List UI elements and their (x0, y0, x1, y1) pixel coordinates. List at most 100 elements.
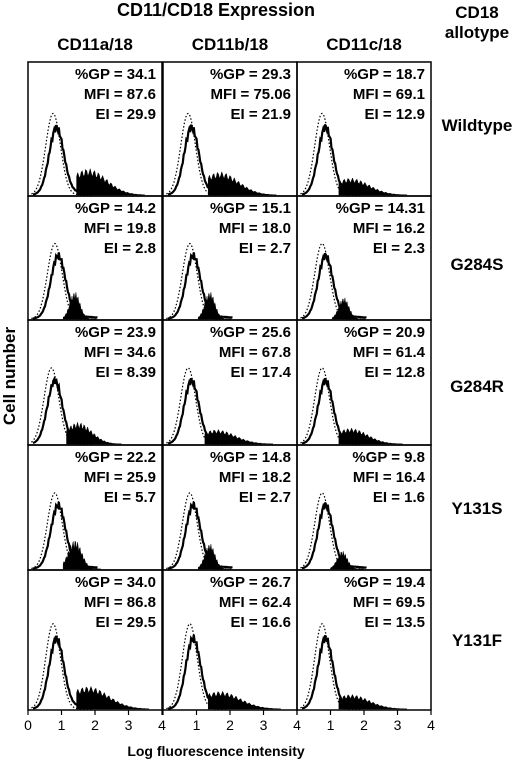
mfi-label-g284s-cd11c: MFI = 16.2 (353, 220, 425, 237)
x-tick-label-cd11a-4: 4 (158, 717, 166, 733)
gp-label-y131s-cd11c: %GP = 9.8 (352, 449, 425, 466)
control-histogram-g284s-cd11a (31, 242, 92, 320)
ei-label-g284r-cd11b: EI = 17.4 (231, 364, 292, 381)
gp-label-g284r-cd11b: %GP = 25.6 (210, 324, 291, 341)
positive-histogram-wildtype-cd11c (338, 177, 408, 196)
allotype-header-line1: CD18 (455, 3, 499, 22)
panel-y131s-cd11a: %GP = 22.2 MFI = 25.9 EI = 5.7 (27, 444, 163, 571)
ei-label-y131f-cd11a: EI = 29.5 (96, 614, 156, 631)
ei-label-wildtype-cd11c: EI = 12.9 (365, 106, 425, 123)
gp-label-g284r-cd11c: %GP = 20.9 (344, 324, 425, 341)
stained-histogram-g284s-cd11a (32, 252, 98, 320)
stained-histogram-y131f-cd11a (32, 635, 98, 710)
ei-label-g284r-cd11c: EI = 12.8 (365, 364, 425, 381)
ei-label-wildtype-cd11a: EI = 29.9 (96, 106, 156, 123)
x-tick-label-cd11c-2: 2 (360, 717, 368, 733)
panel-y131f-cd11b: %GP = 26.7 MFI = 62.4 EI = 16.6 (162, 569, 298, 711)
gp-label-y131s-cd11b: %GP = 14.8 (210, 449, 291, 466)
ei-label-g284s-cd11b: EI = 2.7 (239, 240, 291, 257)
panel-wildtype-cd11a: %GP = 34.1 MFI = 87.6 EI = 29.9 (27, 61, 163, 197)
allotype-header-line2: allotype (444, 23, 510, 42)
stained-histogram-g284s-cd11c (301, 252, 367, 320)
control-histogram-y131s-cd11a (31, 492, 92, 570)
mfi-label-g284r-cd11a: MFI = 34.6 (84, 344, 156, 361)
control-histogram-y131s-cd11b (166, 492, 227, 570)
control-histogram-y131f-cd11c (300, 622, 361, 710)
panel-y131s-cd11b: %GP = 14.8 MFI = 18.2 EI = 2.7 (162, 444, 298, 571)
mfi-label-g284r-cd11c: MFI = 61.4 (353, 344, 426, 361)
stained-histogram-y131f-cd11c (301, 635, 367, 710)
row-label-g284s: G284S (450, 255, 504, 274)
row-label-y131f: Y131F (451, 631, 503, 650)
x-tick-label-cd11b-1: 1 (193, 717, 201, 733)
control-histogram-wildtype-cd11c (300, 112, 361, 196)
panel-y131f-cd11a: %GP = 34.0 MFI = 86.8 EI = 29.5 (27, 569, 163, 711)
panel-g284r-cd11a: %GP = 23.9 MFI = 34.6 EI = 8.39 (27, 319, 163, 446)
ei-label-y131f-cd11c: EI = 13.5 (365, 614, 425, 631)
column-header-cd11b: CD11b/18 (191, 35, 269, 54)
x-axis-label: Log fluorescence intensity (127, 743, 305, 759)
mfi-label-y131s-cd11b: MFI = 18.2 (219, 469, 291, 486)
row-label-y131s: Y131S (451, 499, 503, 518)
column-header-cd11c: CD11c/18 (326, 35, 402, 54)
control-histogram-y131s-cd11c (300, 492, 361, 570)
column-header-cd11a: CD11a/18 (57, 35, 133, 54)
stained-histogram-y131f-cd11b (167, 634, 233, 710)
ei-label-y131f-cd11b: EI = 16.6 (231, 614, 291, 631)
stained-histogram-y131s-cd11a (32, 501, 98, 570)
ei-label-y131s-cd11a: EI = 5.7 (104, 489, 156, 506)
row-label-g284r: G284R (450, 377, 504, 396)
positive-histogram-g284r-cd11c (338, 427, 403, 445)
control-histogram-g284s-cd11b (166, 242, 227, 320)
row-label-wildtype: Wildtype (441, 116, 513, 135)
panel-g284s-cd11b: %GP = 15.1 MFI = 18.0 EI = 2.7 (162, 195, 298, 321)
mfi-label-y131f-cd11b: MFI = 62.4 (219, 594, 292, 611)
stained-histogram-wildtype-cd11c (301, 124, 367, 196)
x-tick-label-cd11c-1: 1 (327, 717, 335, 733)
panel-frame-y131f-cd11b (162, 569, 298, 711)
positive-histogram-y131s-cd11a (62, 540, 101, 570)
mfi-label-wildtype-cd11b: MFI = 75.06 (211, 86, 291, 103)
x-tick-label-cd11a-3: 3 (125, 717, 133, 733)
stained-histogram-g284r-cd11a (32, 375, 98, 445)
mfi-label-y131s-cd11a: MFI = 25.9 (84, 469, 156, 486)
ei-label-g284r-cd11a: EI = 8.39 (96, 364, 156, 381)
mfi-label-y131s-cd11c: MFI = 16.4 (353, 469, 426, 486)
mfi-label-y131f-cd11c: MFI = 69.5 (353, 594, 425, 611)
x-tick-label-cd11b-2: 2 (226, 717, 234, 733)
gp-label-wildtype-cd11a: %GP = 34.1 (75, 66, 156, 83)
gp-label-y131s-cd11a: %GP = 22.2 (75, 449, 156, 466)
allotype-header: CD18 allotype (434, 3, 520, 43)
positive-histogram-wildtype-cd11a (76, 168, 145, 196)
chart-title: CD11/CD18 Expression (116, 0, 316, 20)
control-histogram-g284s-cd11c (300, 242, 361, 320)
panel-g284s-cd11c: %GP = 14.31 MFI = 16.2 EI = 2.3 (296, 195, 432, 321)
positive-histogram-g284s-cd11c (331, 297, 366, 320)
gp-label-y131f-cd11a: %GP = 34.0 (75, 574, 156, 591)
x-tick-label-cd11b-4: 4 (293, 717, 301, 733)
positive-histogram-y131f-cd11a (76, 685, 150, 710)
ei-label-wildtype-cd11b: EI = 21.9 (231, 106, 291, 123)
ei-label-y131s-cd11c: EI = 1.6 (373, 489, 425, 506)
stained-histogram-g284r-cd11c (301, 377, 367, 445)
ei-label-y131s-cd11b: EI = 2.7 (239, 489, 291, 506)
gp-label-g284r-cd11a: %GP = 23.9 (75, 324, 156, 341)
mfi-label-wildtype-cd11c: MFI = 69.1 (353, 86, 425, 103)
stained-histogram-wildtype-cd11a (32, 124, 98, 196)
gp-label-y131f-cd11c: %GP = 19.4 (344, 574, 426, 591)
panel-g284s-cd11a: %GP = 14.2 MFI = 19.8 EI = 2.8 (27, 195, 163, 321)
mfi-label-g284r-cd11b: MFI = 67.8 (219, 344, 291, 361)
mfi-label-wildtype-cd11a: MFI = 87.6 (84, 86, 156, 103)
stained-histogram-g284s-cd11b (167, 252, 233, 320)
gp-label-wildtype-cd11b: %GP = 29.3 (210, 66, 291, 83)
positive-histogram-y131f-cd11b (207, 690, 281, 710)
gp-label-g284s-cd11a: %GP = 14.2 (75, 200, 156, 217)
panel-wildtype-cd11c: %GP = 18.7 MFI = 69.1 EI = 12.9 (296, 61, 432, 197)
stained-histogram-y131s-cd11b (167, 501, 233, 570)
mfi-label-y131f-cd11a: MFI = 86.8 (84, 594, 156, 611)
gp-label-y131f-cd11b: %GP = 26.7 (210, 574, 291, 591)
x-tick-label-cd11a-1: 1 (58, 717, 66, 733)
x-tick-label-cd11a-2: 2 (91, 717, 99, 733)
gp-label-g284s-cd11b: %GP = 15.1 (210, 200, 291, 217)
